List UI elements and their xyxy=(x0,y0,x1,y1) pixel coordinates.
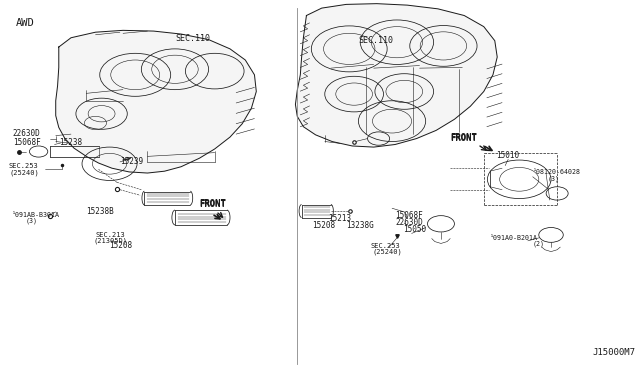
Text: 15208: 15208 xyxy=(109,241,132,250)
Text: SEC.110: SEC.110 xyxy=(358,36,394,45)
Text: 13238G: 13238G xyxy=(346,221,374,231)
Text: (21305D): (21305D) xyxy=(93,238,127,244)
Text: 22630D: 22630D xyxy=(13,129,41,138)
Text: (25240): (25240) xyxy=(10,169,40,176)
Text: 15068F: 15068F xyxy=(395,211,423,220)
Text: (25240): (25240) xyxy=(372,249,402,255)
Text: ¹091AB-B301A: ¹091AB-B301A xyxy=(12,212,60,218)
Text: FRONT: FRONT xyxy=(450,132,477,141)
Text: 15238: 15238 xyxy=(59,138,82,147)
Text: 15010: 15010 xyxy=(496,151,519,160)
Text: AWD: AWD xyxy=(16,19,35,29)
Text: (3): (3) xyxy=(548,175,560,182)
Text: SEC.253: SEC.253 xyxy=(8,163,38,169)
Text: 15208: 15208 xyxy=(312,221,335,231)
Text: ¹091A0-B201A: ¹091A0-B201A xyxy=(490,235,538,241)
Text: 15213: 15213 xyxy=(328,214,351,223)
Polygon shape xyxy=(296,4,497,147)
Text: 15238B: 15238B xyxy=(86,208,114,217)
Text: 15068F: 15068F xyxy=(13,138,41,147)
Text: (3): (3) xyxy=(25,217,37,224)
Text: SEC.110: SEC.110 xyxy=(175,34,210,43)
Text: 22630D: 22630D xyxy=(395,218,423,227)
Text: SEC.253: SEC.253 xyxy=(371,243,401,249)
Text: FRONT: FRONT xyxy=(200,199,227,208)
Text: J15000M7: J15000M7 xyxy=(593,348,636,357)
Text: FRONT: FRONT xyxy=(450,134,477,143)
Text: SEC.213: SEC.213 xyxy=(95,232,125,238)
Text: 15050: 15050 xyxy=(403,225,426,234)
Text: ¹08120-64028: ¹08120-64028 xyxy=(532,169,580,175)
Text: 15239: 15239 xyxy=(120,157,143,166)
Polygon shape xyxy=(56,31,256,173)
Text: FRONT: FRONT xyxy=(200,201,227,209)
Text: (2): (2) xyxy=(532,241,545,247)
